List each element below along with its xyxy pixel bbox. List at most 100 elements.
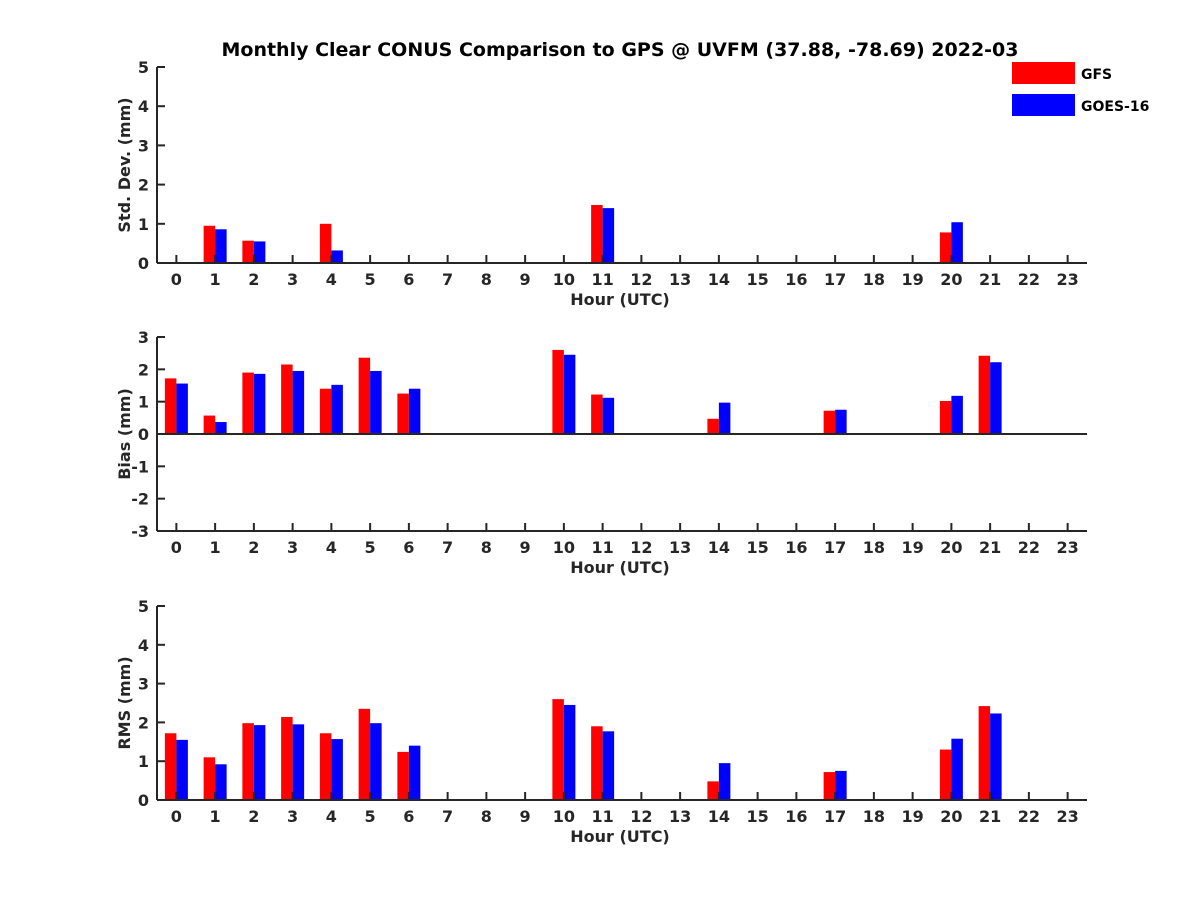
x-axis-label: Hour (UTC) — [570, 290, 670, 309]
bar-gfs-hour-20 — [939, 232, 952, 263]
x-tick-label: 14 — [708, 807, 730, 826]
y-tick-label: 1 — [138, 393, 149, 412]
x-tick-label: 5 — [365, 270, 376, 289]
bar-goes-16-hour-20 — [951, 738, 963, 800]
bar-goes-16-hour-3 — [292, 724, 305, 800]
bar-gfs-hour-20 — [939, 749, 952, 800]
x-tick-label: 18 — [863, 807, 885, 826]
x-tick-label: 10 — [553, 538, 575, 557]
bar-goes-16-hour-11 — [602, 731, 615, 800]
y-axis-label: RMS (mm) — [115, 656, 134, 749]
bar-goes-16-hour-11 — [602, 397, 615, 434]
x-tick-label: 15 — [746, 807, 768, 826]
y-tick-label: 0 — [138, 425, 149, 444]
x-tick-label: 12 — [630, 807, 652, 826]
x-tick-label: 3 — [287, 807, 298, 826]
bar-goes-16-hour-17 — [835, 409, 847, 434]
bar-gfs-hour-14 — [707, 418, 719, 434]
x-tick-label: 22 — [1018, 270, 1040, 289]
bar-goes-16-hour-14 — [718, 763, 731, 800]
bar-goes-16-hour-11 — [602, 208, 615, 263]
y-tick-label: 1 — [138, 752, 149, 771]
bar-gfs-hour-4 — [319, 388, 332, 434]
bar-gfs-hour-3 — [281, 716, 293, 800]
y-tick-label: 2 — [138, 360, 149, 379]
x-tick-label: 13 — [669, 807, 691, 826]
bar-gfs-hour-2 — [242, 723, 254, 800]
bar-goes-16-hour-21 — [990, 362, 1002, 434]
bar-gfs-hour-20 — [939, 401, 952, 434]
bar-goes-16-hour-5 — [370, 370, 382, 434]
x-tick-label: 16 — [785, 807, 807, 826]
x-tick-label: 11 — [591, 807, 613, 826]
x-tick-label: 21 — [979, 270, 1001, 289]
bar-goes-16-hour-2 — [253, 373, 266, 434]
bar-goes-16-hour-0 — [176, 383, 188, 434]
y-tick-label: 5 — [138, 597, 149, 616]
x-tick-label: 0 — [171, 807, 182, 826]
x-tick-label: 17 — [824, 270, 846, 289]
bar-gfs-hour-11 — [591, 204, 603, 263]
bar-goes-16-hour-6 — [408, 745, 421, 800]
y-tick-label: 2 — [138, 176, 149, 195]
x-tick-label: 19 — [901, 807, 923, 826]
x-tick-label: 1 — [210, 538, 221, 557]
x-tick-label: 13 — [669, 538, 691, 557]
y-tick-label: -2 — [131, 490, 149, 509]
bar-gfs-hour-17 — [823, 410, 836, 434]
x-tick-label: 9 — [520, 270, 531, 289]
x-tick-label: 15 — [746, 538, 768, 557]
x-tick-label: 22 — [1018, 538, 1040, 557]
bar-gfs-hour-0 — [164, 378, 177, 434]
bar-goes-16-hour-2 — [253, 241, 266, 263]
x-axis-label: Hour (UTC) — [570, 827, 670, 846]
y-tick-label: -3 — [131, 522, 149, 541]
legend-swatch-gfs — [1012, 62, 1075, 84]
bar-goes-16-hour-1 — [215, 422, 227, 434]
x-tick-label: 2 — [248, 807, 259, 826]
bar-gfs-hour-0 — [164, 733, 177, 800]
x-tick-label: 10 — [553, 807, 575, 826]
y-tick-label: 2 — [138, 713, 149, 732]
x-tick-label: 2 — [248, 270, 259, 289]
bar-goes-16-hour-4 — [331, 384, 343, 434]
x-tick-label: 4 — [326, 807, 337, 826]
x-tick-label: 9 — [520, 538, 531, 557]
x-tick-label: 6 — [403, 807, 414, 826]
bar-gfs-hour-4 — [319, 733, 332, 800]
y-tick-label: 3 — [138, 675, 149, 694]
bar-goes-16-hour-5 — [370, 723, 382, 800]
x-tick-label: 6 — [403, 538, 414, 557]
x-tick-label: 6 — [403, 270, 414, 289]
bar-goes-16-hour-4 — [331, 739, 343, 800]
y-axis-label: Bias (mm) — [115, 388, 134, 480]
bar-gfs-hour-6 — [397, 751, 409, 800]
x-tick-label: 11 — [591, 538, 613, 557]
x-tick-label: 23 — [1056, 538, 1078, 557]
bar-goes-16-hour-4 — [331, 250, 343, 263]
bar-gfs-hour-3 — [281, 364, 293, 434]
bar-goes-16-hour-10 — [563, 354, 576, 434]
y-tick-label: 1 — [138, 215, 149, 234]
y-tick-label: 5 — [138, 58, 149, 77]
x-tick-label: 18 — [863, 538, 885, 557]
x-tick-label: 7 — [442, 538, 453, 557]
x-tick-label: 17 — [824, 807, 846, 826]
x-tick-label: 16 — [785, 538, 807, 557]
x-tick-label: 0 — [171, 270, 182, 289]
bar-gfs-hour-10 — [552, 349, 564, 434]
y-tick-label: 0 — [138, 254, 149, 273]
y-tick-label: 0 — [138, 791, 149, 810]
x-tick-label: 23 — [1056, 270, 1078, 289]
x-tick-label: 19 — [901, 270, 923, 289]
y-axis-label: Std. Dev. (mm) — [115, 97, 134, 232]
x-axis-label: Hour (UTC) — [570, 558, 670, 577]
bar-goes-16-hour-6 — [408, 388, 421, 434]
bar-gfs-hour-2 — [242, 372, 254, 434]
bar-goes-16-hour-3 — [292, 370, 305, 434]
bar-gfs-hour-5 — [358, 357, 371, 434]
x-tick-label: 3 — [287, 270, 298, 289]
x-tick-label: 20 — [940, 270, 962, 289]
